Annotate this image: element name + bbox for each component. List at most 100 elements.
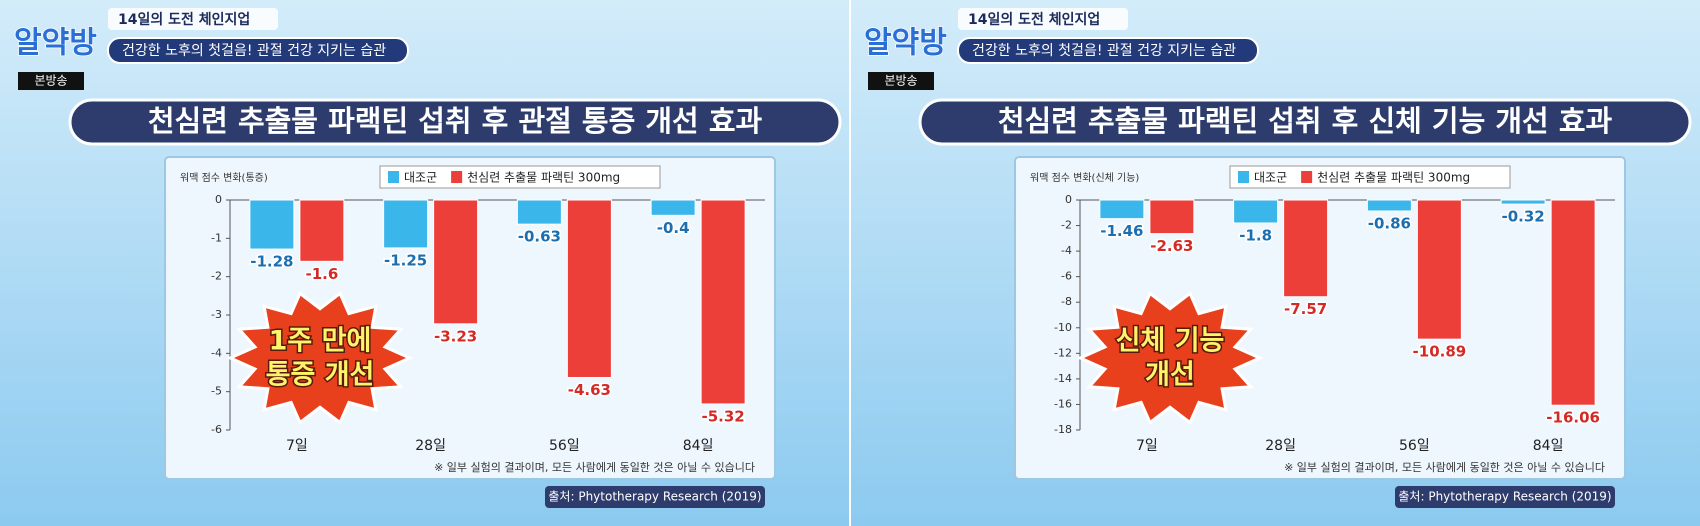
- value-label: -3.23: [434, 327, 477, 345]
- legend-swatch: [1301, 171, 1313, 183]
- y-tick-label: -12: [1054, 346, 1072, 359]
- logo: 알약방: [14, 26, 97, 61]
- value-label: -0.86: [1368, 214, 1411, 232]
- value-label: -1.6: [305, 265, 338, 283]
- subtitle: 건강한 노후의 첫걸음! 관절 건강 지키는 습관: [122, 43, 386, 59]
- chart-title: 천심련 추출물 파랙틴 섭취 후 신체 기능 개선 효과: [998, 104, 1613, 138]
- subtitle-box: [107, 37, 409, 64]
- x-tick-label: 7일: [286, 438, 308, 454]
- x-tick-label: 84일: [683, 438, 714, 454]
- bar: [1149, 199, 1195, 235]
- bar: [650, 199, 696, 216]
- bar: [1283, 199, 1329, 298]
- bar: [700, 199, 746, 405]
- bar: [1416, 199, 1462, 340]
- value-label: -4.63: [568, 381, 611, 399]
- y-tick-label: -2: [211, 270, 222, 283]
- y-tick-label: -5: [211, 385, 222, 398]
- bar: [433, 199, 479, 325]
- bar: [299, 199, 345, 262]
- value-label: -1.8: [1239, 227, 1272, 245]
- value-label: -16.06: [1546, 409, 1600, 427]
- program: 14일의 도전 체인지업: [118, 11, 250, 28]
- value-label: -5.32: [702, 407, 745, 425]
- bar: [1550, 199, 1596, 406]
- y-tick-label: -10: [1054, 321, 1072, 334]
- bar: [249, 199, 295, 250]
- y-axis-label: 워맥 점수 변화(신체 기능): [1030, 171, 1139, 184]
- title-banner: [68, 98, 842, 146]
- tag-box: [18, 72, 84, 90]
- program-box: [108, 8, 278, 30]
- bar: [383, 199, 429, 249]
- y-tick-label: -16: [1054, 397, 1072, 410]
- x-tick-label: 28일: [1265, 438, 1296, 454]
- tag-box: [868, 72, 934, 90]
- bar: [1500, 199, 1546, 205]
- chart-title: 천심련 추출물 파랙틴 섭취 후 관절 통증 개선 효과: [148, 104, 763, 138]
- subtitle: 건강한 노후의 첫걸음! 관절 건강 지키는 습관: [972, 43, 1236, 59]
- value-label: -10.89: [1413, 343, 1467, 361]
- value-label: -1.46: [1100, 222, 1143, 240]
- y-tick-label: 0: [215, 193, 222, 206]
- value-label: -1.25: [384, 251, 427, 269]
- legend-box: [379, 165, 661, 189]
- bar: [1366, 199, 1412, 212]
- y-axis-label: 워맥 점수 변화(통증): [180, 171, 268, 184]
- x-tick-label: 28일: [415, 438, 446, 454]
- bar: [566, 199, 612, 378]
- logo: 알약방: [864, 26, 947, 61]
- bar: [516, 199, 562, 225]
- source-box: [545, 486, 765, 508]
- y-tick-label: -2: [1061, 219, 1072, 232]
- bar: [1099, 199, 1145, 220]
- bar: [1233, 199, 1279, 224]
- note: ※ 일부 실험의 결과이며, 모든 사람에게 동일한 것은 아닐 수 있습니다: [1284, 460, 1605, 474]
- legend-swatch: [451, 171, 463, 183]
- badge-text: 신체 기능: [1116, 326, 1225, 357]
- value-label: -0.4: [657, 219, 690, 237]
- legend-label: 천심련 추출물 파랙틴 300mg: [467, 170, 620, 185]
- y-tick-label: -14: [1054, 372, 1072, 385]
- y-tick-label: -3: [211, 308, 222, 321]
- legend-swatch: [388, 171, 399, 183]
- source-box: [1395, 486, 1615, 508]
- value-label: -7.57: [1284, 300, 1327, 318]
- x-tick-label: 56일: [1399, 438, 1430, 454]
- badge-text: 1주 만에: [269, 326, 372, 357]
- tag: 본방송: [34, 74, 67, 88]
- legend-box: [1229, 165, 1511, 189]
- y-tick-label: 0: [1065, 193, 1072, 206]
- badge-burst: [1076, 291, 1264, 425]
- badge-burst: [226, 291, 414, 425]
- value-label: -1.28: [250, 253, 293, 271]
- tag: 본방송: [884, 74, 917, 88]
- program-box: [958, 8, 1128, 30]
- note: ※ 일부 실험의 결과이며, 모든 사람에게 동일한 것은 아닐 수 있습니다: [434, 460, 755, 474]
- y-tick-label: -6: [1061, 270, 1072, 283]
- value-label: -0.63: [518, 228, 561, 246]
- y-tick-label: -4: [211, 346, 222, 359]
- value-label: -2.63: [1150, 237, 1193, 255]
- y-tick-label: -18: [1054, 423, 1072, 436]
- legend-label: 천심련 추출물 파랙틴 300mg: [1317, 170, 1470, 185]
- x-tick-label: 56일: [549, 438, 580, 454]
- title-banner: [918, 98, 1692, 146]
- source: 출처: Phytotherapy Research (2019): [548, 490, 761, 504]
- subtitle-box: [957, 37, 1259, 64]
- y-tick-label: -4: [1061, 244, 1072, 257]
- badge-text: 통증 개선: [266, 360, 375, 391]
- x-tick-label: 84일: [1533, 438, 1564, 454]
- source: 출처: Phytotherapy Research (2019): [1398, 490, 1611, 504]
- y-tick-label: -8: [1061, 295, 1072, 308]
- legend-swatch: [1238, 171, 1249, 183]
- x-tick-label: 7일: [1136, 438, 1158, 454]
- y-tick-label: -1: [211, 231, 222, 244]
- y-tick-label: -6: [211, 423, 222, 436]
- legend-label: 대조군: [404, 171, 437, 185]
- badge-text: 개선: [1145, 360, 1195, 391]
